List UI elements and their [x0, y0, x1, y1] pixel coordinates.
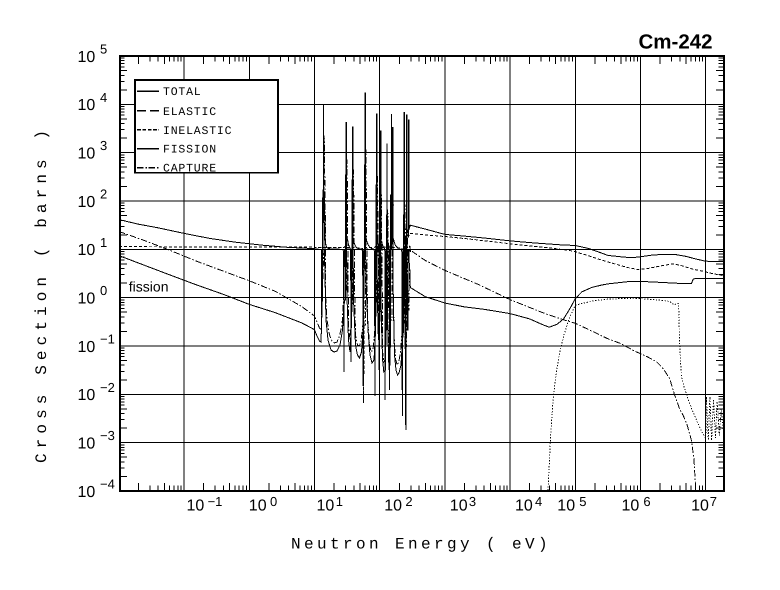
svg-text:4: 4 [535, 494, 542, 509]
svg-text:0: 0 [100, 283, 107, 298]
svg-text:FISSION: FISSION [163, 144, 217, 157]
svg-text:1: 1 [100, 235, 107, 250]
svg-text:3: 3 [469, 494, 476, 509]
svg-text:10: 10 [78, 339, 96, 356]
svg-text:10: 10 [515, 498, 533, 515]
svg-text:TOTAL: TOTAL [163, 86, 202, 99]
svg-text:4: 4 [100, 90, 107, 105]
svg-text:3: 3 [100, 138, 107, 153]
svg-text:10: 10 [78, 387, 96, 404]
svg-text:fission: fission [129, 279, 169, 295]
svg-text:1: 1 [336, 494, 343, 509]
svg-text:10: 10 [78, 194, 96, 211]
svg-text:0: 0 [270, 494, 277, 509]
svg-text:10: 10 [78, 49, 96, 66]
svg-text:CAPTURE: CAPTURE [163, 163, 217, 176]
svg-text:Neutron Energy ( eV): Neutron Energy ( eV) [291, 536, 551, 554]
svg-text:10: 10 [78, 484, 96, 501]
svg-text:6: 6 [643, 494, 650, 509]
svg-text:10: 10 [187, 498, 205, 515]
svg-text:10: 10 [622, 498, 640, 515]
svg-text:−2: −2 [100, 380, 115, 395]
svg-text:Cross Section ( barns ): Cross Section ( barns ) [33, 125, 51, 463]
svg-text:INELASTIC: INELASTIC [163, 125, 232, 138]
svg-text:10: 10 [691, 498, 709, 515]
svg-text:10: 10 [78, 97, 96, 114]
svg-text:10: 10 [317, 498, 335, 515]
svg-text:10: 10 [78, 146, 96, 163]
svg-text:2: 2 [100, 187, 107, 202]
svg-text:−4: −4 [100, 477, 115, 492]
svg-text:5: 5 [100, 42, 107, 57]
svg-text:10: 10 [78, 242, 96, 259]
svg-text:7: 7 [710, 494, 717, 509]
svg-text:−3: −3 [100, 428, 115, 443]
svg-text:5: 5 [579, 494, 586, 509]
svg-text:10: 10 [249, 498, 267, 515]
svg-text:10: 10 [384, 498, 402, 515]
svg-text:2: 2 [405, 494, 412, 509]
svg-text:Cm-242: Cm-242 [639, 31, 713, 54]
svg-text:−1: −1 [208, 494, 223, 509]
svg-text:10: 10 [557, 498, 575, 515]
svg-text:−1: −1 [100, 332, 115, 347]
svg-text:ELASTIC: ELASTIC [163, 106, 217, 119]
svg-text:10: 10 [78, 291, 96, 308]
svg-text:10: 10 [78, 436, 96, 453]
svg-text:10: 10 [450, 498, 468, 515]
